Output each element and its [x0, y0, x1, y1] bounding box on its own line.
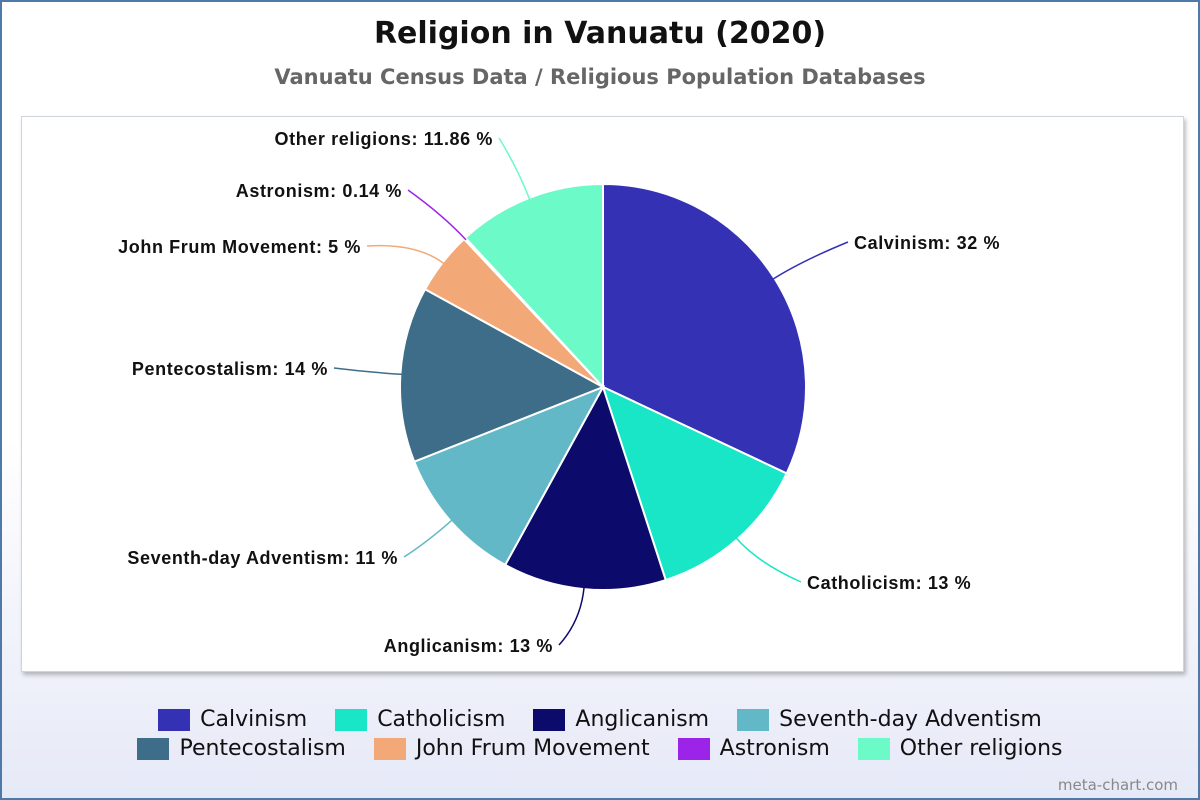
- legend-swatch: [158, 708, 191, 731]
- legend-swatch: [335, 708, 368, 731]
- slice-label: Calvinism: 32 %: [854, 233, 1000, 253]
- legend-swatch: [533, 708, 566, 731]
- leader-line: [333, 367, 403, 376]
- leader-line: [772, 241, 849, 280]
- legend-label: Astronism: [719, 736, 830, 761]
- legend-item: Other religions: [857, 736, 1063, 761]
- leader-line: [558, 587, 585, 646]
- legend-label: Seventh-day Adventism: [779, 707, 1042, 732]
- legend: Calvinism Catholicism Anglicanism Seventh-d…: [2, 705, 1198, 763]
- slice-label: John Frum Movement: 5 %: [118, 237, 361, 257]
- legend-item: Anglicanism: [533, 707, 709, 732]
- legend-label: Calvinism: [200, 707, 308, 732]
- legend-label: John Frum Movement: [415, 736, 650, 761]
- slice-label: Catholicism: 13 %: [807, 573, 971, 593]
- leader-line: [407, 189, 467, 241]
- legend-item: Catholicism: [335, 707, 505, 732]
- slice-label: Pentecostalism: 14 %: [132, 359, 328, 379]
- leader-line: [735, 537, 802, 583]
- legend-item: Pentecostalism: [137, 736, 346, 761]
- legend-row: Pentecostalism John Frum Movement Astronis…: [2, 734, 1198, 763]
- pie-chart: Calvinism: 32 % Catholicism: 13 % Anglican…: [118, 129, 1000, 656]
- legend-item: Calvinism: [158, 707, 307, 732]
- leader-line: [403, 519, 453, 558]
- leader-line: [498, 137, 531, 201]
- legend-item: Astronism: [677, 736, 830, 761]
- leader-line: [366, 244, 445, 265]
- credit-text: meta-chart.com: [1057, 776, 1178, 794]
- plot-area: Calvinism: 32 % Catholicism: 13 % Anglican…: [21, 116, 1184, 672]
- legend-label: Other religions: [899, 736, 1063, 761]
- chart-title: Religion in Vanuatu (2020): [373, 16, 827, 51]
- legend-item: John Frum Movement: [373, 736, 650, 761]
- legend-label: Catholicism: [377, 707, 506, 732]
- chart-subtitle: Vanuatu Census Data / Religious Populati…: [274, 65, 926, 89]
- legend-item: Seventh-day Adventism: [737, 707, 1042, 732]
- legend-swatch: [137, 737, 170, 760]
- legend-swatch: [857, 737, 890, 760]
- slice-label: Anglicanism: 13 %: [384, 636, 553, 656]
- slice-label: Other religions: 11.86 %: [275, 129, 493, 149]
- legend-swatch: [737, 708, 770, 731]
- slice-label: Seventh-day Adventism: 11 %: [127, 548, 398, 568]
- slice-label: Astronism: 0.14 %: [236, 181, 402, 201]
- legend-row: Calvinism Catholicism Anglicanism Seventh-d…: [2, 705, 1198, 734]
- legend-label: Anglicanism: [575, 707, 710, 732]
- legend-swatch: [677, 737, 710, 760]
- legend-label: Pentecostalism: [179, 736, 346, 761]
- legend-swatch: [373, 737, 406, 760]
